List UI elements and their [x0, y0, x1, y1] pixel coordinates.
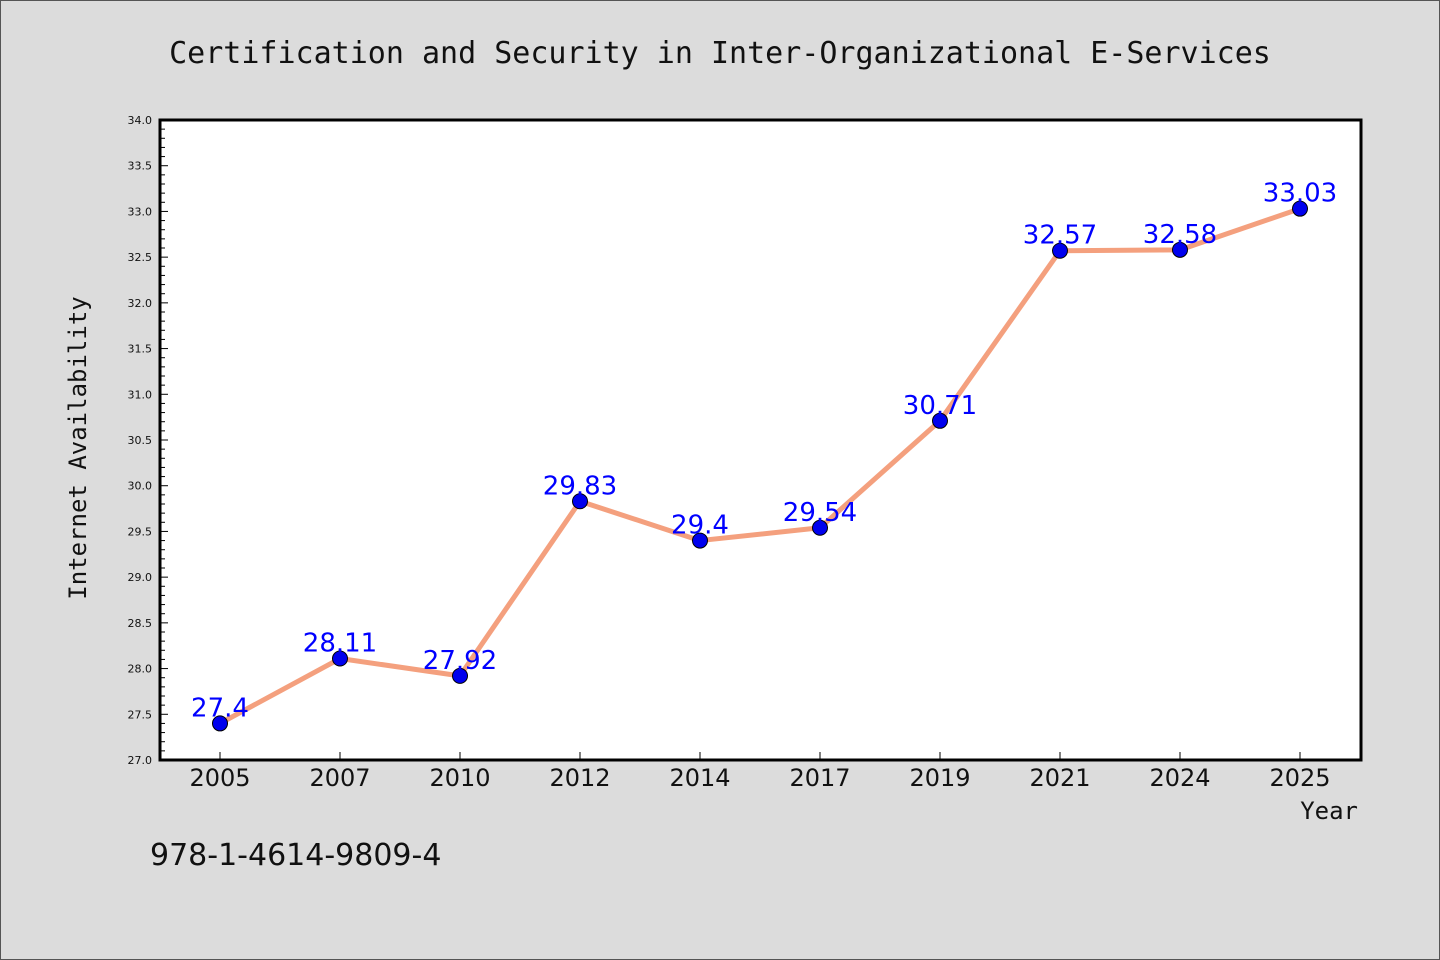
data-label: 27.92 — [423, 646, 497, 676]
y-axis-label: Internet Availability — [64, 296, 92, 599]
data-label: 28.11 — [303, 629, 377, 659]
y-tick-label: 27.0 — [128, 754, 153, 767]
y-tick-label: 28.5 — [128, 617, 153, 630]
x-tick-label: 2007 — [309, 764, 370, 792]
data-point — [1052, 242, 1068, 259]
y-tick-label: 27.5 — [128, 708, 153, 721]
series-line — [217, 206, 1303, 726]
y-tick-label: 30.0 — [128, 480, 153, 493]
x-tick-label: 2021 — [1029, 764, 1090, 792]
data-point — [692, 532, 708, 549]
x-tick-label: 2019 — [909, 764, 970, 792]
y-tick-label: 29.0 — [128, 571, 153, 584]
data-markers — [212, 200, 1308, 732]
y-tick-label: 33.0 — [128, 205, 153, 218]
data-label: 29.54 — [783, 498, 857, 528]
x-tick-label: 2024 — [1149, 764, 1210, 792]
data-label: 32.58 — [1143, 220, 1217, 250]
chart-title: Certification and Security in Inter-Orga… — [169, 36, 1271, 71]
y-tick-label: 32.0 — [128, 297, 153, 310]
data-label: 32.57 — [1023, 221, 1097, 251]
x-tick-label: 2012 — [549, 764, 610, 792]
x-tick-label: 2014 — [669, 764, 730, 792]
data-point — [212, 715, 228, 732]
y-tick-label: 32.5 — [128, 251, 153, 264]
y-tick-label: 31.5 — [128, 343, 153, 356]
y-tick-label: 29.5 — [128, 525, 153, 538]
data-label: 29.4 — [671, 511, 729, 541]
data-point — [1172, 241, 1188, 258]
y-tick-label: 30.5 — [128, 434, 153, 447]
y-tick-label: 31.0 — [128, 388, 153, 401]
x-tick-label: 2010 — [429, 764, 490, 792]
data-point — [812, 519, 828, 536]
y-axis-ticks: 27.0 27.5 28.0 28.5 29.0 29.5 30.0 30.5 31.0 31.5… — [128, 114, 168, 767]
data-labels: 27.4 28.11 27.92 29.83 29.4 29.54 30.71 32.57 32… — [191, 179, 1337, 724]
data-label: 27.4 — [191, 693, 249, 723]
plot-area — [158, 118, 1363, 762]
x-tick-label: 2005 — [189, 764, 250, 792]
data-label: 33.03 — [1263, 179, 1337, 209]
series-line-group — [217, 206, 1303, 726]
x-axis-label: Year — [1300, 797, 1358, 825]
data-point — [1292, 200, 1308, 217]
y-tick-label: 33.5 — [128, 160, 153, 173]
y-tick-label: 34.0 — [128, 114, 153, 127]
x-tick-label: 2017 — [789, 764, 850, 792]
data-label: 29.83 — [543, 471, 617, 501]
y-tick-label: 28.0 — [128, 663, 153, 676]
x-axis-ticks: 2005 2007 2010 2012 2014 2017 2019 2021 2024 2025 — [189, 752, 1331, 792]
isbn-annotation: 978-1-4614-9809-4 — [150, 838, 441, 873]
data-point — [932, 412, 948, 429]
x-tick-label: 2025 — [1269, 764, 1330, 792]
data-point — [332, 650, 348, 667]
data-label: 30.71 — [903, 391, 977, 421]
data-point — [452, 667, 468, 684]
data-point — [572, 493, 588, 510]
